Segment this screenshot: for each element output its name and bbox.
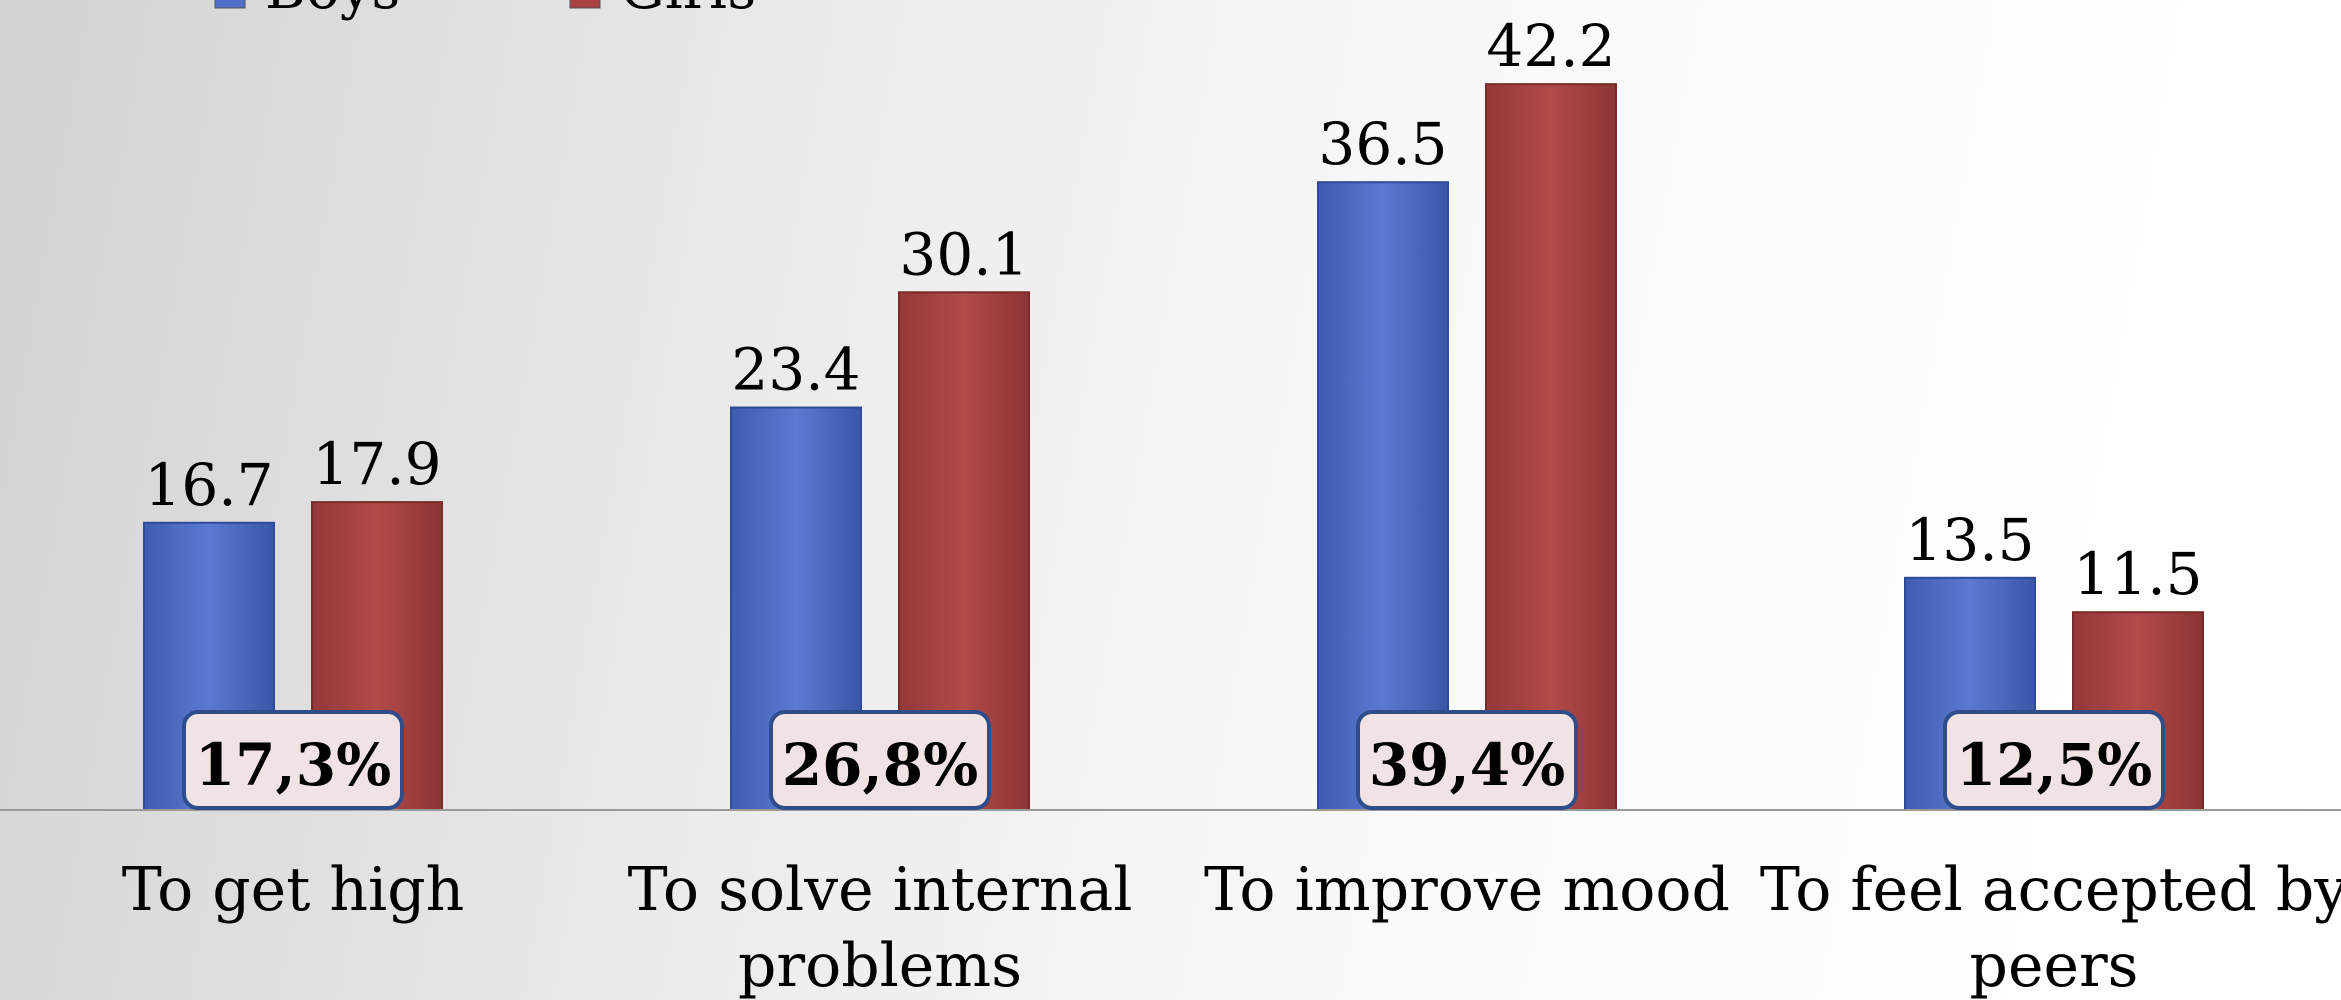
- totals-layer: 17,3% 26,8% 39,4% 12,5%: [182, 710, 2165, 810]
- total-badge: [1356, 710, 1578, 810]
- data-label-boys: 16.7: [144, 451, 273, 519]
- labels-layer: To get high To solve internal problems To i…: [122, 855, 2341, 1000]
- data-label-girls: 30.1: [899, 220, 1028, 288]
- total-percent-label: 39,4%: [1369, 731, 1565, 799]
- data-label-girls: 42.2: [1486, 12, 1615, 80]
- legend-swatch-girls: [569, 0, 601, 9]
- total-badge: [182, 710, 404, 810]
- data-label-boys: 23.4: [731, 336, 860, 404]
- total-percent-label: 26,8%: [782, 731, 978, 799]
- legend-label-girls: Girls: [620, 0, 756, 22]
- total-badge: [1943, 710, 2165, 810]
- total-percent-label: 12,5%: [1956, 731, 2152, 799]
- data-label-girls: 11.5: [2073, 540, 2202, 608]
- total-badge: [769, 710, 991, 810]
- category-label: To feel accepted by peers: [1760, 855, 2341, 1000]
- total-percent-label: 17,3%: [195, 731, 391, 799]
- category-label: To improve mood: [1204, 855, 1730, 925]
- category-label: To get high: [122, 855, 465, 925]
- legend-swatch-boys: [214, 0, 246, 9]
- data-label-girls: 17.9: [312, 430, 441, 498]
- bar-girls: [1485, 83, 1617, 812]
- bars-layer: 16.7 17.9 23.4 30.1 36.5 42.2 13.5 11.5: [143, 12, 2204, 812]
- data-label-boys: 36.5: [1318, 110, 1447, 178]
- category-label: To solve internal problems: [628, 855, 1133, 1000]
- data-label-boys: 13.5: [1905, 506, 2034, 574]
- legend-label-boys: Boys: [265, 0, 400, 22]
- legend: Boys Girls: [214, 0, 756, 22]
- bar-boys: [1317, 181, 1449, 811]
